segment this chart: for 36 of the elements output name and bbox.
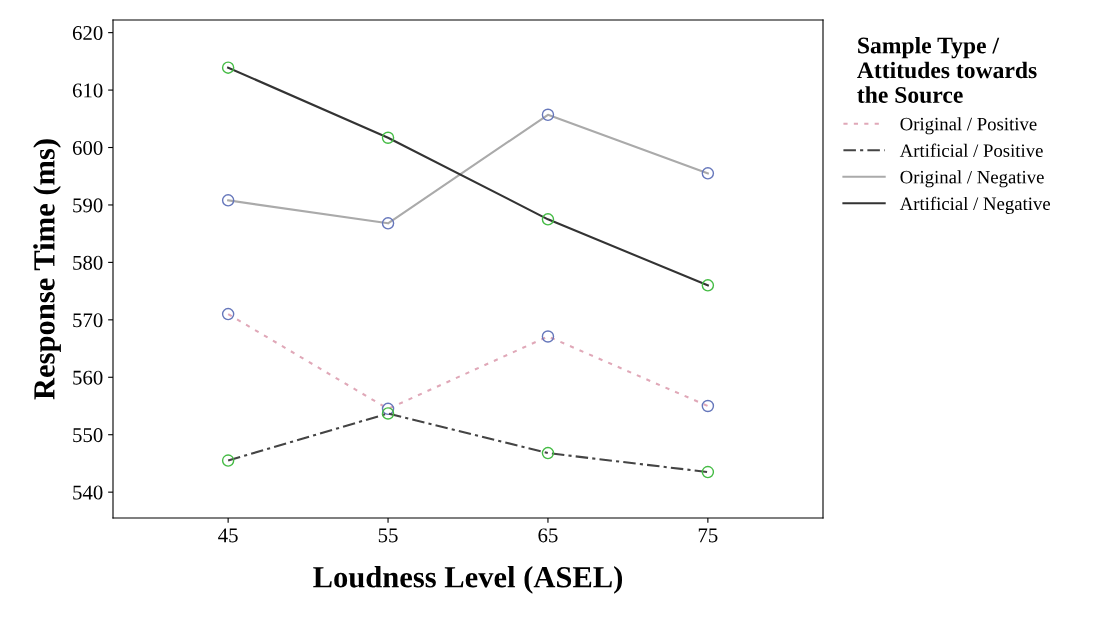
point <box>221 454 235 467</box>
point <box>701 399 715 413</box>
y-tick-label: 610 <box>72 83 103 98</box>
y-tick-label: 580 <box>73 255 103 270</box>
point <box>381 217 395 230</box>
y-tick-label: 540 <box>73 485 103 500</box>
x-tick-label: 75 <box>698 528 718 543</box>
y-tick-label: 570 <box>73 313 103 328</box>
y-axis-title: Response Time (ms) <box>33 139 61 400</box>
legend-title: Sample Type / Attitudes towards the Source <box>857 36 1037 103</box>
point <box>221 61 235 74</box>
point <box>701 279 715 292</box>
point <box>381 131 395 145</box>
point <box>221 194 235 207</box>
point <box>221 307 235 321</box>
point <box>541 108 555 122</box>
legend-label: Original / Positive <box>900 117 1037 135</box>
point <box>541 213 555 226</box>
legend-label: Artificial / Positive <box>899 143 1043 157</box>
y-tick-label: 550 <box>73 428 103 443</box>
y-tick-label: 560 <box>73 370 103 385</box>
x-tick-label: 65 <box>538 528 558 543</box>
point <box>701 465 715 479</box>
legend-label: Original / Negative <box>900 170 1044 188</box>
x-tick-label: 45 <box>218 528 238 543</box>
point <box>701 167 715 180</box>
legend-label: Artificial / Negative <box>899 196 1051 214</box>
x-tick-label: 55 <box>378 528 398 543</box>
point <box>381 402 395 416</box>
x-axis-title: Loudness Level (ASEL) <box>313 566 623 594</box>
y-tick-label: 620 <box>72 26 103 41</box>
point <box>541 330 555 343</box>
y-tick-label: 600 <box>72 140 103 155</box>
y-tick-label: 590 <box>73 198 103 213</box>
point <box>381 407 395 420</box>
point <box>541 446 555 460</box>
